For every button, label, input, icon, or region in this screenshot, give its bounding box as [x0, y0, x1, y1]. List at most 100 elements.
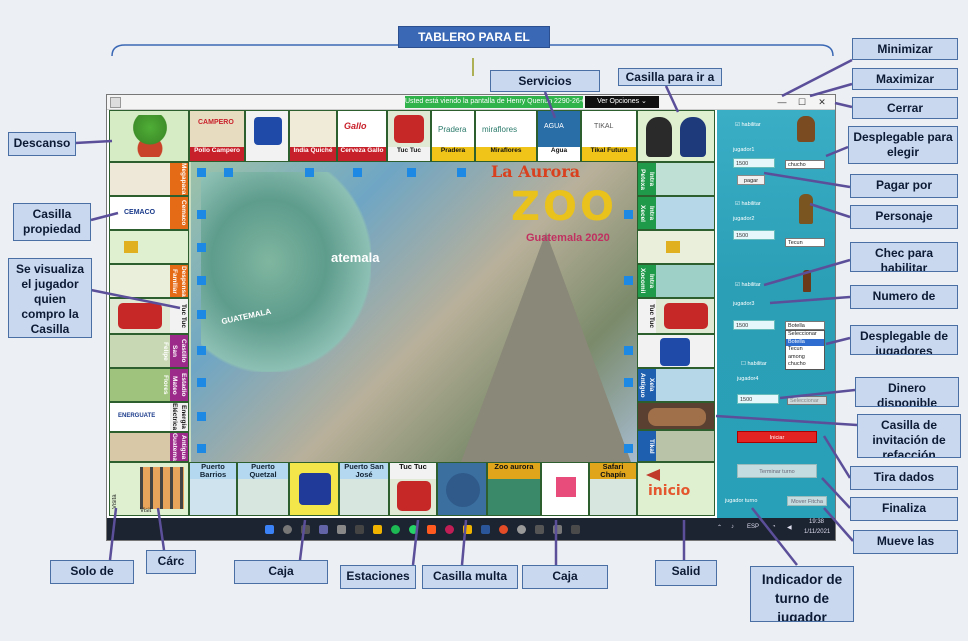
- corner-jail[interactable]: Visita Visit: [109, 462, 189, 516]
- property-megapaca[interactable]: Megapaca: [109, 162, 189, 196]
- player3-name: jugador3: [733, 301, 755, 307]
- property-xela-antiguo[interactable]: Xela Antiguo: [637, 368, 715, 402]
- player1-enable-checkbox[interactable]: ☑ habilitar: [735, 122, 761, 128]
- player1-character-select[interactable]: chucho: [785, 160, 825, 169]
- app-icon[interactable]: [535, 525, 544, 534]
- end-turn-button[interactable]: Terminar turno: [737, 464, 817, 478]
- file-explorer-icon[interactable]: [463, 525, 472, 534]
- whatsapp-icon[interactable]: [409, 525, 418, 534]
- card-icon: [124, 241, 138, 253]
- teams-icon[interactable]: [319, 525, 328, 534]
- property-antigua-guatemala[interactable]: Antigua Guatemala: [109, 432, 189, 462]
- player2-enable-checkbox[interactable]: ☑ habilitar: [735, 201, 761, 207]
- property-estadio-mateo-flores[interactable]: Estadio Mateo Flores: [109, 368, 189, 402]
- station-puerto-san-jose[interactable]: Puerto San José: [339, 462, 389, 516]
- language-indicator[interactable]: ESP: [747, 524, 760, 530]
- station-tuc-tuc-left[interactable]: Tuc Tuc: [109, 298, 189, 334]
- player1-money-field[interactable]: 1500: [733, 158, 775, 168]
- minimize-button[interactable]: —: [777, 97, 787, 107]
- tax-multa[interactable]: [437, 462, 487, 516]
- player2-character-select[interactable]: Tecun: [785, 238, 825, 247]
- chance-card-top[interactable]: [245, 110, 289, 162]
- property-pollo-campero[interactable]: Pollo Campero CAMPERO: [189, 110, 245, 162]
- label-caja-2: Caja: [522, 565, 608, 589]
- task-view-icon[interactable]: [301, 525, 310, 534]
- utility-agua[interactable]: Agua AGUA: [537, 110, 581, 162]
- volume-icon[interactable]: ◀: [787, 525, 792, 531]
- zoo-year: Guatemala 2020: [526, 232, 610, 244]
- corner-descanso[interactable]: [109, 110, 189, 162]
- property-zoo-aurora[interactable]: Zoo aurora: [487, 462, 541, 516]
- community-chest-gift[interactable]: [541, 462, 589, 516]
- station-puerto-quetzal[interactable]: Puerto Quetzal: [237, 462, 289, 516]
- player3-money-field[interactable]: 1500: [733, 320, 775, 330]
- station-tuc-tuc-bottom[interactable]: Tuc Tuc: [389, 462, 437, 516]
- property-tikal[interactable]: Tikal: [637, 430, 715, 462]
- property-india-quiche[interactable]: India Quiché: [289, 110, 337, 162]
- property-despensa-familiar[interactable]: Despensa Familiar: [109, 264, 189, 298]
- tax-refaccion[interactable]: [637, 402, 715, 430]
- player3-character-select[interactable]: Botella: [785, 321, 825, 330]
- chance-left[interactable]: [109, 230, 189, 264]
- arrow-line: [834, 101, 853, 109]
- player3-enable-checkbox[interactable]: ☑ habilitar: [735, 282, 761, 288]
- chance-right[interactable]: [637, 230, 715, 264]
- dropdown-option[interactable]: Tecun: [788, 346, 803, 352]
- property-intra-xecel[interactable]: Intra Xecel: [637, 196, 715, 230]
- spotify-icon[interactable]: [391, 525, 400, 534]
- station-tuc-tuc-right[interactable]: Tuc Tuc: [637, 298, 715, 334]
- move-piece-button[interactable]: Mover Fitcha: [787, 496, 827, 506]
- corner-start[interactable]: inicio: [637, 462, 715, 516]
- start-game-button[interactable]: Iniciar: [737, 431, 817, 443]
- opera-icon[interactable]: [445, 525, 454, 534]
- property-safari-chapin[interactable]: Safari Chapín: [589, 462, 637, 516]
- microphone-icon[interactable]: ♪: [731, 524, 734, 530]
- property-tikal-futura[interactable]: Tikal Futura TIKAL: [581, 110, 637, 162]
- property-intra-xocomil[interactable]: Intra Xocomil: [637, 264, 715, 298]
- visit-label-vertical: Visita: [112, 494, 118, 509]
- property-cerveza-gallo[interactable]: Cerveza Gallo Gallo: [337, 110, 387, 162]
- property-name: Xela Antiguo: [639, 372, 655, 398]
- property-cemaco[interactable]: Cemaco CEMACO: [109, 196, 189, 230]
- settings-icon[interactable]: [517, 525, 526, 534]
- search-icon[interactable]: [283, 525, 292, 534]
- station-tuc-tuc-top[interactable]: Tuc Tuc: [387, 110, 431, 162]
- dropdown-option[interactable]: chucho: [788, 361, 806, 367]
- corner-go-to-jail[interactable]: [637, 110, 715, 162]
- player2-money-field[interactable]: 1500: [733, 230, 775, 240]
- character-dropdown-list[interactable]: Seleccionar Botella Tecun among chucho: [785, 330, 825, 370]
- dropdown-option[interactable]: Seleccionar: [788, 331, 817, 337]
- pay-button[interactable]: pagar: [737, 175, 765, 185]
- property-name: Safari Chapín: [590, 463, 636, 479]
- view-options-button[interactable]: Ver Opciones ⌄: [585, 96, 659, 108]
- word-icon[interactable]: [481, 525, 490, 534]
- app-icon[interactable]: [553, 525, 562, 534]
- chrome-icon[interactable]: [499, 525, 508, 534]
- utility-energia-electrica[interactable]: Energía Eléctrica ENERGUATE: [109, 402, 189, 432]
- community-chest-bottom[interactable]: [289, 462, 339, 516]
- property-name: Tikal: [648, 438, 655, 454]
- label-chec-habilitar: Chec para habilitar: [850, 242, 958, 272]
- chance-card-right[interactable]: [637, 334, 715, 368]
- player4-enable-checkbox[interactable]: ☐ habilitar: [741, 361, 767, 367]
- property-pradera[interactable]: Pradera Pradera: [431, 110, 475, 162]
- dropdown-option[interactable]: among: [788, 353, 805, 360]
- property-miraflores[interactable]: Miraflores miraflores: [475, 110, 537, 162]
- start-menu-icon[interactable]: [265, 525, 274, 534]
- station-puerto-barrios[interactable]: Puerto Barrios: [189, 462, 237, 516]
- folder-icon[interactable]: [373, 525, 382, 534]
- app-icon[interactable]: [571, 525, 580, 534]
- app-icon[interactable]: [337, 525, 346, 534]
- dropdown-option-selected[interactable]: Botella: [786, 338, 824, 346]
- app-icon[interactable]: [427, 525, 436, 534]
- label-tablero: TABLERO PARA EL: [398, 26, 550, 48]
- close-button[interactable]: ✕: [818, 97, 826, 107]
- player4-character-select[interactable]: Seleccionar: [787, 396, 827, 405]
- property-castillo-san-felipe[interactable]: Castillo San Felipe: [109, 334, 189, 368]
- wifi-icon[interactable]: ◔: [772, 524, 776, 530]
- app-icon[interactable]: [355, 525, 364, 534]
- player4-money-field[interactable]: 1500: [737, 394, 779, 404]
- property-intra-petexa[interactable]: Intra Petexa: [637, 162, 715, 196]
- maximize-button[interactable]: ☐: [797, 97, 807, 107]
- chevron-up-icon[interactable]: ⌃: [717, 525, 723, 531]
